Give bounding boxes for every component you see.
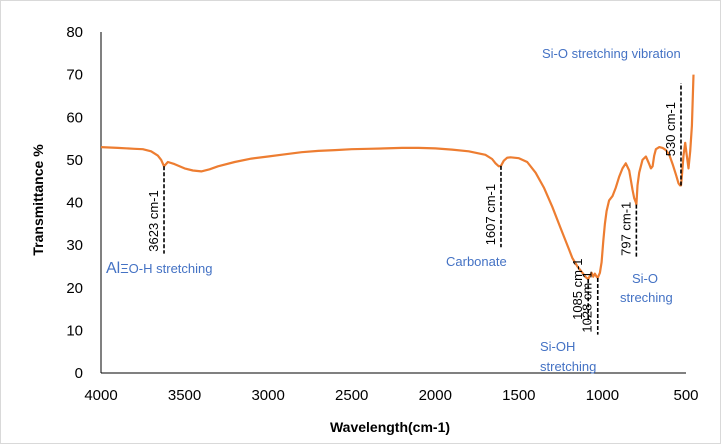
x-tick-label: 3500 (168, 387, 201, 404)
band-label-si-o-line2: streching (620, 290, 673, 305)
x-tick-label: 2000 (419, 387, 452, 404)
x-tick-label: 1500 (502, 387, 535, 404)
peak-label: 797 cm-1 (618, 202, 633, 256)
y-tick-label: 0 (75, 365, 83, 382)
peak-label: 1607 cm-1 (483, 184, 498, 245)
x-tick-label: 4000 (84, 387, 117, 404)
band-label-al-oh-prefix: Al (106, 260, 120, 277)
x-tick-label: 2500 (335, 387, 368, 404)
y-tick-label: 50 (66, 152, 83, 169)
y-tick-label: 80 (66, 24, 83, 41)
y-tick-label: 20 (66, 280, 83, 297)
band-label-si-oh-line1: Si-OH (540, 339, 575, 354)
y-axis-title: Transmittance % (30, 144, 46, 256)
x-tick-labels: 4000 3500 3000 2500 2000 1500 1000 500 (84, 387, 698, 404)
peak-label: 1085 cm-1 (570, 258, 585, 319)
peak-label: 1028 cm-1 (580, 271, 595, 332)
peak-label: 3623 cm-1 (146, 190, 161, 251)
band-label-al-oh-text: ΞO-H stretching (120, 261, 212, 276)
y-tick-label: 40 (66, 195, 83, 212)
band-label-si-o-vibration: Si-O stretching vibration (542, 46, 681, 61)
x-axis-title: Wavelength(cm-1) (330, 419, 450, 435)
band-label-si-o: Si-O streching (620, 271, 673, 305)
band-label-al-oh: AlΞO-H stretching (106, 260, 213, 277)
band-label-carbonate: Carbonate (446, 254, 507, 269)
series-line (100, 74, 695, 281)
y-tick-labels: 0 10 20 30 40 50 60 70 80 (66, 24, 83, 382)
y-tick-label: 30 (66, 237, 83, 254)
x-tick-label: 500 (673, 387, 698, 404)
y-tick-label: 60 (66, 109, 83, 126)
band-label-si-o-line1: Si-O (632, 271, 658, 286)
series-layer (100, 74, 695, 281)
x-tick-label: 3000 (251, 387, 284, 404)
y-tick-label: 10 (66, 322, 83, 339)
band-label-si-oh-line2: stretching (540, 359, 596, 374)
peak-label: 530 cm-1 (663, 102, 678, 156)
x-tick-label: 1000 (586, 387, 619, 404)
band-label-si-oh: Si-OH stretching (540, 339, 596, 374)
y-tick-label: 70 (66, 67, 83, 84)
